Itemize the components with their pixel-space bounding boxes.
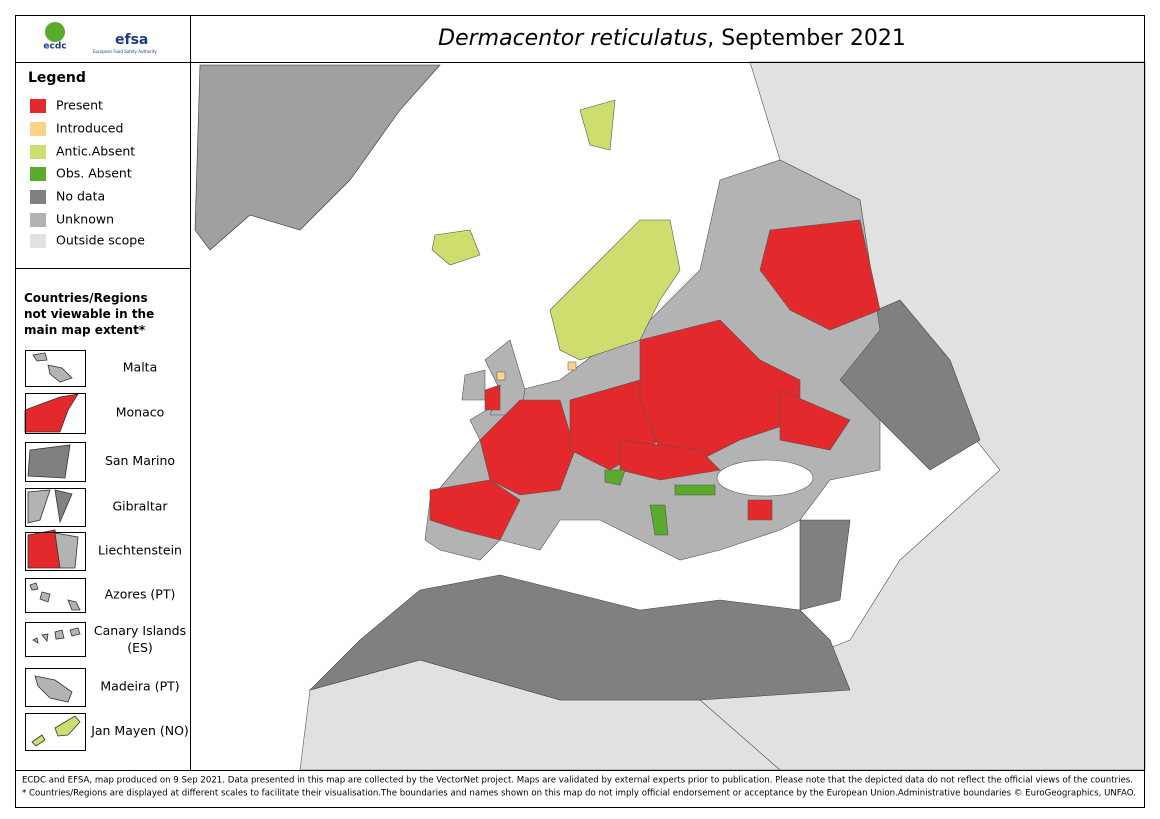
ecdc-logo-globe	[45, 22, 65, 42]
inset-frame	[25, 578, 86, 613]
present-area	[429, 479, 521, 541]
inset-label: Monaco	[116, 405, 165, 420]
inset-frame	[25, 442, 86, 482]
present-area	[619, 439, 721, 481]
inset-label: Madeira (PT)	[100, 679, 179, 694]
title-species: Dermacentor reticulatus	[438, 26, 707, 51]
footer-note: * Countries/Regions are displayed at dif…	[22, 789, 1136, 799]
legend-swatch	[30, 234, 46, 248]
iceland	[431, 229, 481, 266]
inset-label: Azores (PT)	[105, 587, 176, 602]
map-title: Dermacentor reticulatus, September 2021	[438, 26, 906, 51]
introduced-area	[567, 361, 577, 371]
legend-label: Unknown	[56, 212, 114, 227]
insets-title: Countries/Regions not viewable in the main…	[24, 291, 154, 337]
efsa-logo-subtitle: European Food Safety Authority	[93, 49, 157, 54]
inset-frame	[25, 393, 86, 434]
inset-label: San Marino	[105, 453, 175, 468]
legend-swatch	[30, 99, 46, 113]
present-area	[639, 319, 801, 461]
inset-label: Malta	[123, 360, 157, 375]
legend-label: Outside scope	[56, 233, 145, 248]
inset-label: Canary Islands (ES)	[94, 623, 186, 655]
obs-absent-area	[604, 469, 626, 486]
inset-label: Jan Mayen (NO)	[90, 723, 189, 738]
present-area	[759, 219, 881, 331]
north-africa	[308, 574, 851, 701]
inset-items: Malta Monaco San Marino Gibraltar Liechtenst…	[25, 350, 189, 751]
inset-frame	[25, 532, 86, 571]
inset-frame	[25, 713, 86, 751]
inset-label: Gibraltar	[112, 499, 168, 514]
legend-swatch	[30, 145, 46, 159]
greenland	[194, 64, 441, 251]
title-date: , September 2021	[707, 26, 906, 51]
inset-label: Liechtenstein	[98, 543, 182, 558]
scandinavia	[549, 219, 681, 361]
ecdc-logo: ecdc	[43, 42, 66, 52]
efsa-logo: efsa	[115, 32, 148, 48]
legend-swatch	[30, 190, 46, 204]
present-area	[484, 384, 501, 411]
legend-label: Obs. Absent	[56, 166, 132, 181]
inset-frame	[25, 668, 86, 707]
legend-swatch	[30, 213, 46, 227]
black-sea	[716, 459, 814, 497]
present-area	[747, 499, 773, 521]
legend-label: Antic.Absent	[56, 144, 135, 159]
middle-east	[799, 519, 851, 611]
inset-frame	[25, 488, 86, 527]
legend-label: Introduced	[56, 121, 123, 136]
obs-absent-area	[649, 504, 669, 536]
present-area	[779, 389, 851, 451]
legend-items: Present Introduced Antic.Absent Obs. Absent…	[30, 98, 145, 248]
inset-frame	[25, 350, 86, 387]
legend-title: Legend	[28, 70, 86, 86]
introduced-area	[496, 371, 506, 381]
main-map	[190, 61, 1146, 771]
legend-swatch	[30, 122, 46, 136]
legend-label: No data	[56, 189, 105, 204]
inset-frame	[25, 622, 86, 657]
svalbard	[579, 99, 616, 151]
obs-absent-area	[674, 484, 716, 496]
present-area	[479, 399, 576, 496]
legend-label: Present	[56, 98, 103, 113]
legend-swatch	[30, 167, 46, 181]
footer-note: ECDC and EFSA, map produced on 9 Sep 202…	[22, 776, 1133, 786]
